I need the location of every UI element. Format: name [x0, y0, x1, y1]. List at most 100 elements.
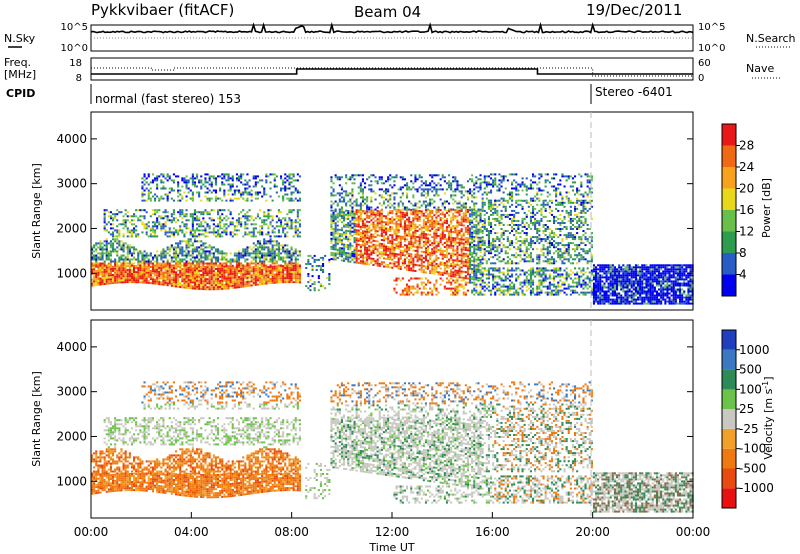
- power-cell: [408, 279, 411, 282]
- power-cell: [420, 291, 423, 294]
- power-cell: [267, 225, 270, 228]
- power-cell: [391, 212, 394, 215]
- power-cell: [418, 212, 421, 215]
- power-cell: [290, 185, 293, 188]
- nave-tick-bottom: 0: [698, 73, 704, 84]
- power-cell: [273, 277, 276, 280]
- power-cell: [238, 264, 241, 267]
- power-cell: [177, 231, 180, 234]
- power-cell: [322, 271, 325, 273]
- power-cell: [483, 179, 486, 182]
- power-cell: [221, 219, 224, 222]
- power-cell: [151, 227, 154, 230]
- power-cell: [105, 223, 108, 226]
- power-cell: [99, 242, 102, 245]
- power-cell: [252, 256, 255, 259]
- power-cell: [353, 261, 356, 264]
- power-cell: [263, 213, 266, 216]
- power-cell: [219, 284, 222, 286]
- power-cell: [471, 270, 474, 272]
- power-cell: [271, 244, 274, 247]
- power-cell: [340, 255, 343, 258]
- power-cell: [246, 268, 249, 271]
- power-cell: [401, 194, 404, 197]
- power-cell: [435, 210, 438, 213]
- power-cell: [475, 283, 478, 286]
- power-cell: [202, 211, 205, 214]
- power-cell: [172, 250, 175, 253]
- power-cell: [221, 265, 224, 268]
- power-cell: [452, 251, 455, 254]
- power-cell: [101, 248, 104, 251]
- power-cell: [284, 264, 287, 267]
- power-cell: [204, 276, 207, 279]
- power-cell: [261, 283, 264, 285]
- power-cell: [347, 244, 350, 247]
- power-cell: [193, 275, 196, 278]
- power-cell: [128, 279, 131, 282]
- power-cell: [252, 223, 255, 226]
- power-cell: [366, 216, 369, 219]
- power-cell: [364, 212, 367, 215]
- power-cell: [214, 179, 217, 182]
- power-cell: [286, 275, 289, 278]
- power-cell: [475, 228, 478, 231]
- power-cell: [95, 258, 98, 261]
- power-cell: [364, 202, 367, 205]
- power-cell: [137, 262, 140, 265]
- power-cell: [462, 246, 465, 249]
- power-cell: [233, 278, 236, 281]
- power-cell: [244, 254, 247, 257]
- power-cell: [385, 251, 388, 254]
- power-cell: [338, 247, 341, 250]
- power-cell: [366, 200, 369, 203]
- power-cell: [189, 283, 192, 286]
- power-cell: [97, 242, 100, 245]
- power-cell: [242, 191, 245, 194]
- power-cell: [343, 245, 346, 248]
- power-cell: [340, 247, 343, 250]
- power-cell: [210, 231, 213, 234]
- power-cell: [254, 277, 257, 280]
- power-cell: [431, 270, 434, 273]
- power-cell: [424, 247, 427, 250]
- power-cell: [204, 262, 207, 265]
- power-cell: [464, 230, 467, 233]
- power-cell: [179, 273, 182, 276]
- power-cell: [435, 293, 438, 296]
- power-cell: [191, 215, 194, 218]
- power-cell: [225, 254, 228, 257]
- power-cell: [418, 206, 421, 209]
- power-cell: [355, 251, 358, 254]
- power-cell: [286, 271, 289, 273]
- power-cell: [458, 206, 461, 209]
- power-cell: [124, 260, 127, 263]
- power-cell: [282, 275, 285, 278]
- power-cell: [412, 241, 415, 244]
- power-cell: [286, 256, 289, 259]
- power-cell: [351, 176, 354, 179]
- power-cell: [391, 238, 394, 241]
- power-cell: [454, 231, 457, 234]
- power-cell: [170, 189, 173, 192]
- power-cell: [477, 266, 480, 269]
- power-cell: [359, 238, 362, 240]
- power-cell: [376, 250, 379, 253]
- power-cell: [183, 268, 186, 271]
- power-cell: [345, 190, 348, 193]
- power-cell: [334, 242, 337, 245]
- power-cell: [101, 254, 104, 257]
- power-cell: [294, 262, 297, 265]
- power-cell: [105, 268, 108, 271]
- power-cell: [403, 178, 406, 181]
- power-cell: [172, 173, 175, 176]
- power-cell: [99, 244, 102, 247]
- power-cell: [355, 211, 358, 214]
- power-cell: [235, 262, 238, 265]
- power-cell: [359, 190, 362, 193]
- power-cell: [406, 232, 409, 235]
- power-cell: [200, 284, 203, 286]
- power-cell: [122, 262, 125, 265]
- power-cell: [265, 276, 268, 279]
- power-cell: [437, 265, 440, 268]
